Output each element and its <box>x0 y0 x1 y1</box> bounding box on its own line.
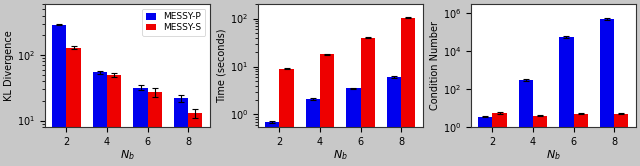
Bar <box>600 19 614 166</box>
Y-axis label: Time (seconds): Time (seconds) <box>217 28 227 103</box>
Bar <box>519 80 533 166</box>
Bar <box>320 54 334 166</box>
Legend: MESSY-P, MESSY-S: MESSY-P, MESSY-S <box>142 9 205 36</box>
Bar <box>492 113 507 166</box>
Bar <box>266 122 280 166</box>
Bar <box>533 116 547 166</box>
Bar <box>148 92 162 166</box>
Bar <box>346 88 360 166</box>
Bar <box>188 113 202 166</box>
Bar <box>133 87 148 166</box>
X-axis label: $N_b$: $N_b$ <box>333 148 348 162</box>
Bar <box>280 69 294 166</box>
Bar <box>614 114 628 166</box>
Bar <box>360 38 375 166</box>
Bar <box>387 77 401 166</box>
Bar <box>174 98 188 166</box>
X-axis label: $N_b$: $N_b$ <box>546 148 561 162</box>
Bar <box>401 18 415 166</box>
Bar <box>52 25 67 166</box>
Bar <box>67 48 81 166</box>
X-axis label: $N_b$: $N_b$ <box>120 148 135 162</box>
Bar <box>478 117 492 166</box>
Bar <box>559 37 573 166</box>
Y-axis label: Condition Number: Condition Number <box>430 21 440 110</box>
Bar <box>573 114 588 166</box>
Y-axis label: KL Divergence: KL Divergence <box>4 30 14 101</box>
Bar <box>306 99 320 166</box>
Bar <box>93 72 107 166</box>
Bar <box>107 75 121 166</box>
